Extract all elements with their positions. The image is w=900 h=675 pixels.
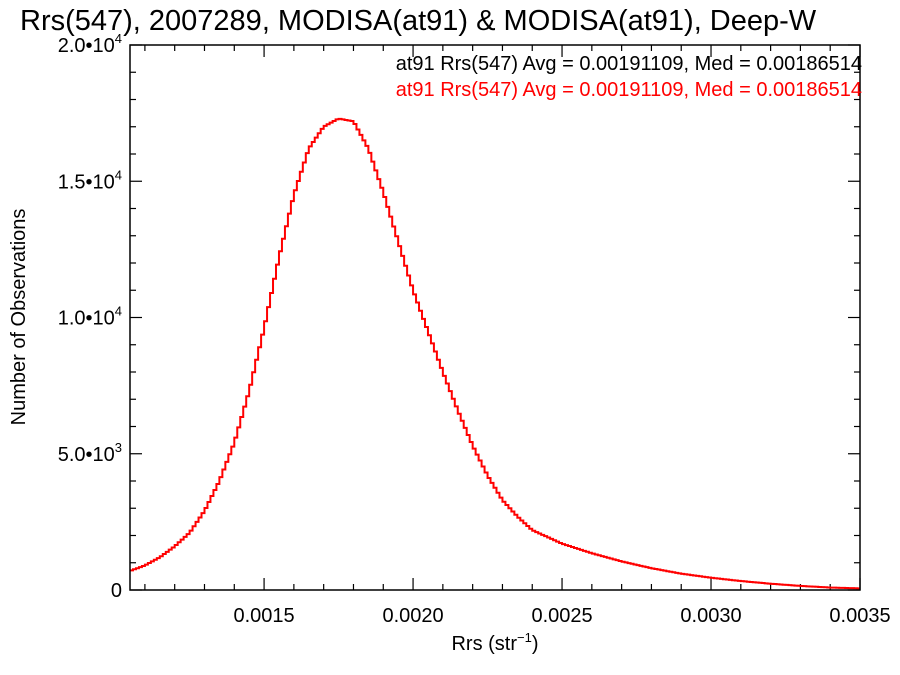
y-tick-label: 1.5•104 — [58, 167, 122, 193]
y-tick-label: 1.0•104 — [58, 304, 122, 330]
x-axis-label: Rrs (str−1) — [451, 630, 538, 655]
axis-ticks — [130, 44, 861, 591]
y-tick-label: 0 — [111, 580, 122, 602]
plot-frame — [129, 44, 861, 591]
stats-annotation-black: at91 Rrs(547) Avg = 0.00191109, Med = 0.… — [396, 53, 862, 75]
x-tick-label: 0.0025 — [531, 605, 592, 627]
x-tick-label: 0.0020 — [382, 605, 443, 627]
y-tick-label: 2.0•104 — [58, 31, 122, 57]
x-tick-labels: 0.0015 0.0020 0.0025 0.0030 0.0035 — [233, 605, 890, 627]
chart-title: Rrs(547), 2007289, MODISA(at91) & MODISA… — [20, 5, 817, 37]
x-tick-label: 0.0015 — [233, 605, 294, 627]
stats-annotation-red: at91 Rrs(547) Avg = 0.00191109, Med = 0.… — [396, 79, 862, 101]
y-tick-labels: 0 5.0•103 1.0•104 1.5•104 2.0•104 — [58, 31, 122, 602]
x-tick-label: 0.0030 — [680, 605, 741, 627]
x-tick-label: 0.0035 — [829, 605, 890, 627]
series-histogram-line — [130, 117, 860, 590]
y-tick-label: 5.0•103 — [58, 440, 122, 466]
y-axis-label: Number of Observations — [8, 209, 30, 426]
